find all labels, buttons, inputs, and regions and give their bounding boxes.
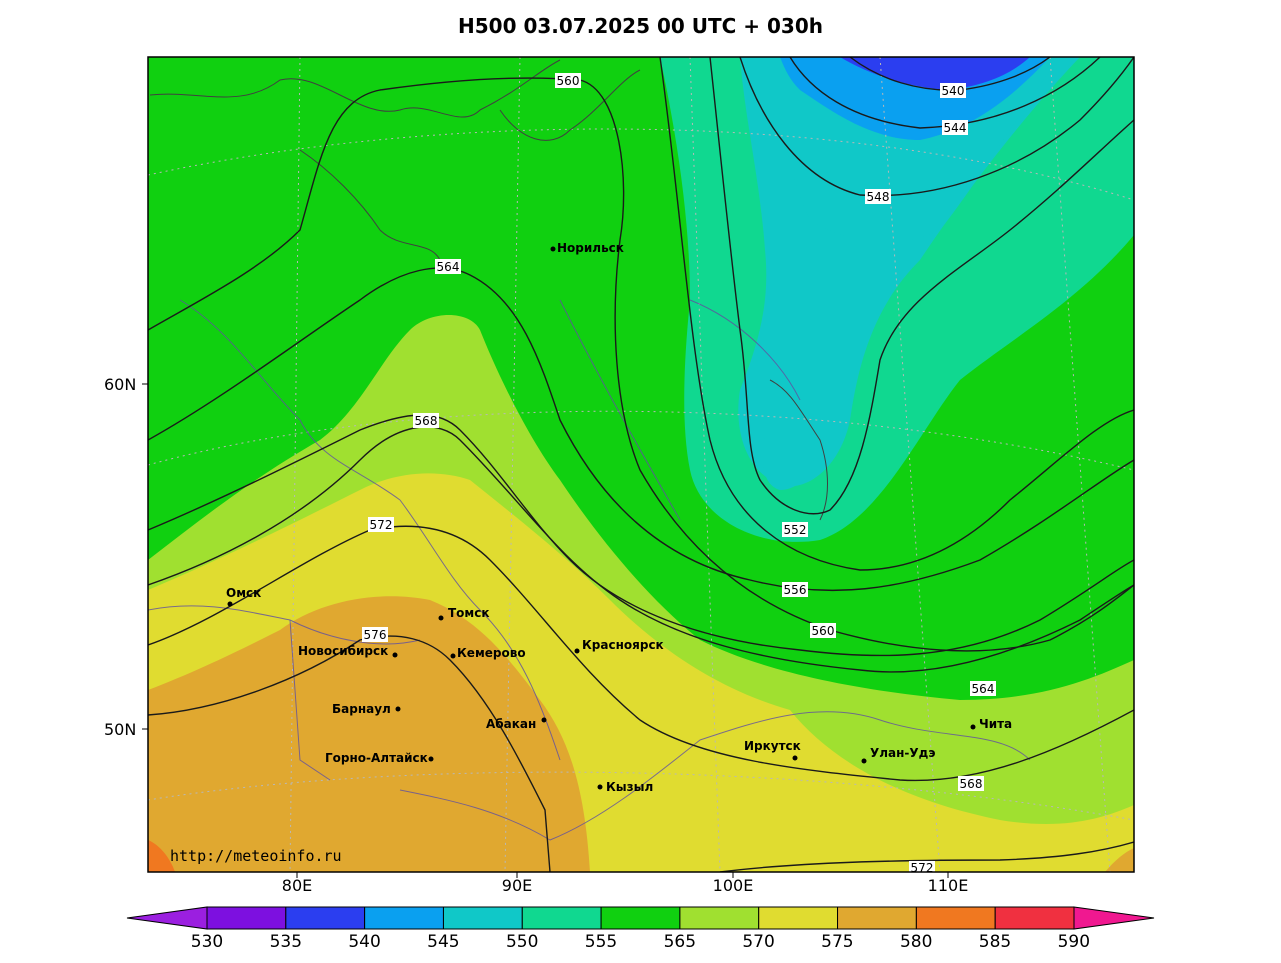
colorbar-segment bbox=[600, 906, 681, 930]
colorbar-segment bbox=[442, 906, 523, 930]
isoline-label: 572 bbox=[911, 861, 934, 875]
city-label: Томск bbox=[448, 606, 490, 620]
colorbar-arrow-left bbox=[126, 906, 208, 930]
isoline-labels: 560 564 568 572 576 540 544 548 552 556 … bbox=[362, 73, 996, 875]
city-label: Горно-Алтайск bbox=[325, 751, 428, 765]
colorbar-tick-label: 535 bbox=[269, 932, 303, 952]
colorbar-tick-label: 565 bbox=[663, 932, 697, 952]
colorbar-segment bbox=[758, 906, 839, 930]
city-label: Кемерово bbox=[457, 646, 526, 660]
city-label: Новосибирск bbox=[298, 644, 388, 658]
colorbar-segment bbox=[915, 906, 996, 930]
isoline-label: 560 bbox=[557, 74, 580, 88]
colorbar-segment bbox=[837, 906, 917, 930]
city-label: Абакан bbox=[486, 717, 536, 731]
lon-label: 90E bbox=[501, 876, 533, 895]
isoline-label: 564 bbox=[972, 682, 995, 696]
city-label: Кызыл bbox=[606, 780, 653, 794]
colorbar-tick-label: 570 bbox=[742, 932, 775, 952]
city-label: Улан-Удэ bbox=[870, 746, 935, 760]
colorbar-segment bbox=[285, 906, 366, 930]
isoline-label: 556 bbox=[784, 583, 807, 597]
city-label: Норильск bbox=[557, 241, 624, 255]
colorbar-tick-label: 590 bbox=[1057, 932, 1091, 952]
colorbar-tick-label: 545 bbox=[427, 932, 460, 952]
colorbar-segment bbox=[206, 906, 287, 930]
lon-label: 110E bbox=[927, 876, 969, 895]
colorbar-arrow-right bbox=[1073, 906, 1155, 930]
colorbar-tick-label: 540 bbox=[348, 932, 381, 952]
colorbar-segment bbox=[364, 906, 444, 930]
map-frame bbox=[147, 56, 1135, 873]
city-label: Омск bbox=[226, 586, 261, 600]
city-label: Чита bbox=[979, 717, 1012, 731]
isoline-label: 552 bbox=[784, 523, 807, 537]
credit-text: http://meteoinfo.ru bbox=[170, 847, 342, 865]
lon-label: 80E bbox=[281, 876, 313, 895]
isoline-label: 540 bbox=[942, 84, 965, 98]
city-label: Иркутск bbox=[744, 739, 801, 753]
isoline-label: 568 bbox=[415, 414, 438, 428]
colorbar-tick-label: 555 bbox=[584, 932, 618, 952]
city-label: Красноярск bbox=[582, 638, 664, 652]
isoline-label: 576 bbox=[364, 628, 387, 642]
isoline-label: 548 bbox=[867, 190, 890, 204]
city-label: Барнаул bbox=[332, 702, 391, 716]
isoline-label: 560 bbox=[812, 624, 835, 638]
height-field: 560 564 568 572 576 540 544 548 552 556 … bbox=[148, 57, 1134, 875]
isoline-label: 544 bbox=[944, 121, 967, 135]
lat-label: 60N bbox=[104, 375, 137, 394]
isoline-label: 572 bbox=[370, 518, 393, 532]
colorbar-segment bbox=[521, 906, 602, 930]
colorbar bbox=[126, 906, 1155, 930]
isoline-label: 568 bbox=[960, 777, 983, 791]
colorbar-tick-label: 585 bbox=[978, 932, 1012, 952]
colorbar-tick-label: 530 bbox=[190, 932, 224, 952]
colorbar-segment bbox=[994, 906, 1075, 930]
colorbar-tick-label: 580 bbox=[899, 932, 933, 952]
colorbar-tick-label: 575 bbox=[821, 932, 854, 952]
lat-label: 50N bbox=[104, 720, 137, 739]
colorbar-segment bbox=[679, 906, 760, 930]
map-title: H500 03.07.2025 00 UTC + 030h bbox=[458, 14, 823, 38]
city-markers: Норильск Омск Томск Новосибирск Кемерово… bbox=[226, 241, 1012, 794]
colorbar-tick-label: 550 bbox=[505, 932, 539, 952]
isoline-label: 564 bbox=[437, 260, 460, 274]
lon-label: 100E bbox=[712, 876, 754, 895]
